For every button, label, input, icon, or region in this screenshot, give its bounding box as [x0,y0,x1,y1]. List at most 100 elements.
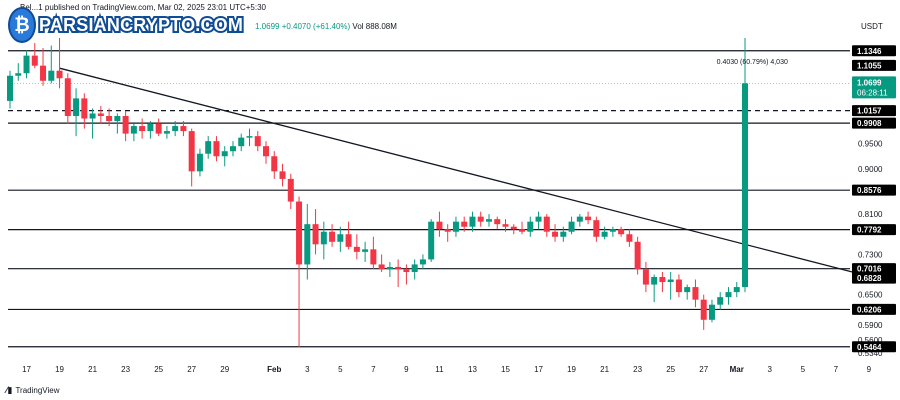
candle-body [15,73,22,76]
price-axis[interactable]: 0.9500 0.9000 0.8100 0.7300 0.6500 0.5900 0.56… [852,45,896,358]
candle-body [221,151,228,157]
candle-body [271,156,278,172]
level-badge-label: 0.7792 [857,226,882,235]
candle-body [304,224,311,265]
price-tick-label: 0.8100 [858,210,883,219]
candle-body [378,264,385,270]
level-badge [852,224,896,236]
level-badge [852,117,896,129]
candle-body [725,292,732,298]
candle-body [122,115,129,134]
level-badge-label: 1.1055 [857,61,882,70]
price-tick-label: 0.6500 [858,291,883,300]
candle-body [97,113,104,116]
platform-name: TradingView [15,386,60,395]
candle-body [147,123,154,132]
level-badge-label: 0.5464 [857,343,882,352]
time-tick-label: 3 [768,365,773,374]
candle-body [254,136,261,147]
currency-label: USDT [861,22,883,31]
time-tick-label: 13 [468,365,477,374]
time-tick-label: 17 [22,365,31,374]
candle-body [593,220,600,237]
watermark-brand: PARSIANCRYPTO.COM [37,13,245,37]
candle-body [246,136,253,138]
time-tick-label: 19 [567,365,576,374]
level-badge-label: 0.7016 [857,265,882,274]
time-tick-label: 25 [666,365,675,374]
candle-body [535,216,542,222]
level-badge [852,272,896,284]
candle-body [56,70,63,79]
bitcoin-icon: ₿ [8,7,36,43]
watermark-logo: ₿ PARSIANCRYPTO.COM [8,6,245,44]
candle-body [163,131,170,134]
time-tick-label: Mar [730,365,744,374]
candle-body [312,224,319,245]
candle-body [287,178,294,202]
candle-body [684,287,691,293]
candle-body [337,234,344,242]
candle-body [329,231,336,242]
price-change: 1.0699 +0.4070 (+61.40%) [255,22,351,31]
trendline [59,67,853,273]
candle-body [461,221,468,227]
candle-body [576,216,583,222]
candle-body [395,266,402,270]
candle-body [238,137,245,147]
candle-body [279,171,286,179]
candle-body [469,216,476,227]
time-tick-label: 25 [154,365,163,374]
time-tick-label: 5 [338,365,343,374]
candle-body [552,231,559,237]
level-badge [852,59,896,71]
candle-body [494,219,501,225]
time-tick-label: 7 [834,365,839,374]
current-price-label: 1.0699 [857,78,882,87]
time-tick-label: 29 [220,365,229,374]
candle-body [411,264,418,272]
candle-body [618,229,625,235]
tradingview-icon: ⁄▮ [6,385,13,395]
candle-body [320,231,327,245]
move-annotation: 0.4030 (60.79%) 4,030 [717,59,788,66]
time-tick-label: 23 [633,365,642,374]
candle-body [205,141,212,154]
candle-body [40,65,47,81]
candle-body [667,279,674,283]
candle-body [180,126,187,132]
candle-body [7,75,13,101]
candle-body [675,279,682,293]
candle-body [114,115,121,122]
candle-body [296,201,303,265]
time-tick-label: 19 [55,365,64,374]
publish-info: Bel...1 published on TradingView.com, Ma… [20,3,267,12]
candle-body [651,277,658,285]
time-tick-label: 9 [867,365,872,374]
candle-body [23,55,30,74]
candle-body [733,287,740,293]
candle-body [585,216,592,221]
time-axis[interactable]: 17 19 21 23 25 27 29 Feb 3 5 7 9 11 13 15 17 19 21 23 25 27 M… [22,365,872,374]
candle-body [510,226,517,230]
time-tick-label: 15 [501,365,510,374]
time-tick-label: 23 [121,365,130,374]
price-tick-label: 0.9000 [858,165,883,174]
candle-body [485,219,492,222]
candle-body [543,216,550,232]
candle-body [196,153,203,172]
candle-body [48,70,55,81]
candle-body [172,126,179,132]
tradingview-logo[interactable]: ⁄▮ TradingView [6,385,60,396]
time-tick-label: Feb [267,365,281,374]
candle-body [568,221,575,232]
candle-body [444,229,451,232]
candle-body [106,115,113,122]
time-tick-label: 21 [88,365,97,374]
candle-body [139,126,146,132]
level-badge [852,105,896,117]
candle-body [345,234,352,247]
time-tick-label: 27 [187,365,196,374]
candle-body [477,216,484,222]
